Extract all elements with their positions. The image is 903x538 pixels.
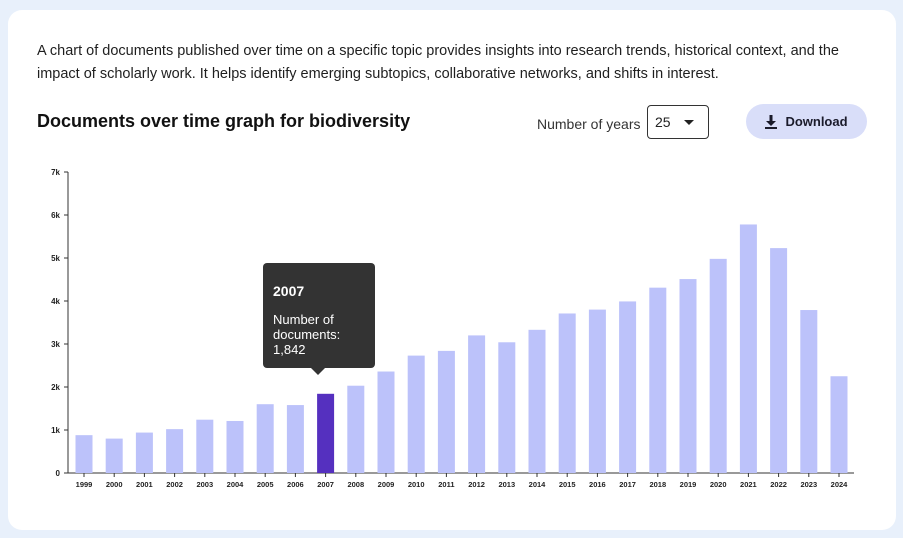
bar[interactable]: [468, 335, 486, 473]
chart-title: Documents over time graph for biodiversi…: [37, 111, 411, 131]
x-tick-label: 2007: [317, 480, 334, 489]
y-tick-label: 4k: [51, 297, 60, 306]
bar[interactable]: [649, 287, 667, 473]
x-tick-label: 2022: [770, 480, 787, 489]
years-select-value: 25: [655, 114, 671, 130]
x-tick-label: 2001: [136, 480, 153, 489]
bar[interactable]: [558, 313, 576, 473]
x-tick-label: 2002: [166, 480, 183, 489]
years-label: Number of years: [537, 116, 641, 132]
x-tick-label: 2005: [257, 480, 274, 489]
x-tick-label: 2023: [800, 480, 817, 489]
bar[interactable]: [830, 376, 848, 473]
x-tick-label: 2021: [740, 480, 757, 489]
x-tick-label: 2011: [438, 480, 454, 489]
tooltip-year: 2007: [273, 283, 305, 299]
bar[interactable]: [317, 393, 335, 473]
y-tick-label: 7k: [51, 168, 60, 177]
bar[interactable]: [166, 429, 184, 473]
x-tick-label: 1999: [76, 480, 93, 489]
x-tick-label: 2003: [196, 480, 213, 489]
tooltip-value: 1,842: [273, 342, 306, 357]
bar[interactable]: [377, 371, 395, 473]
years-select[interactable]: 25: [647, 105, 709, 139]
bar[interactable]: [226, 420, 244, 473]
y-tick-label: 5k: [51, 254, 60, 263]
x-tick-label: 2019: [680, 480, 697, 489]
bar[interactable]: [528, 329, 546, 473]
bar[interactable]: [588, 309, 606, 473]
y-tick-label: 0: [56, 469, 61, 478]
x-tick-label: 2014: [529, 480, 547, 489]
x-tick-label: 2016: [589, 480, 606, 489]
x-tick-label: 2008: [347, 480, 364, 489]
download-button[interactable]: Download: [746, 104, 867, 139]
bar[interactable]: [709, 258, 727, 473]
bar[interactable]: [679, 279, 697, 473]
x-tick-label: 2015: [559, 480, 576, 489]
caret-down-icon: [684, 120, 694, 125]
bar[interactable]: [770, 248, 788, 473]
bar[interactable]: [739, 224, 757, 473]
y-tick-label: 1k: [51, 426, 60, 435]
y-tick-label: 3k: [51, 340, 60, 349]
bar[interactable]: [800, 310, 818, 473]
bar[interactable]: [619, 301, 637, 473]
x-tick-label: 2006: [287, 480, 304, 489]
bar[interactable]: [437, 350, 455, 473]
x-tick-label: 2013: [498, 480, 515, 489]
bar[interactable]: [105, 438, 123, 473]
x-tick-label: 2012: [468, 480, 485, 489]
y-tick-label: 2k: [51, 383, 60, 392]
x-tick-label: 2017: [619, 480, 636, 489]
x-tick-label: 2000: [106, 480, 123, 489]
x-tick-label: 2010: [408, 480, 425, 489]
bar[interactable]: [196, 419, 214, 473]
download-icon: [765, 114, 778, 129]
bar[interactable]: [135, 432, 153, 473]
download-label: Download: [785, 114, 848, 129]
x-tick-label: 2004: [227, 480, 245, 489]
x-tick-label: 2009: [378, 480, 395, 489]
bar[interactable]: [256, 404, 274, 473]
chart-tooltip: 2007 Number of documents: 1,842: [263, 263, 375, 375]
bar[interactable]: [75, 435, 93, 473]
y-tick-label: 6k: [51, 211, 60, 220]
bar[interactable]: [498, 342, 516, 473]
bar[interactable]: [347, 385, 365, 473]
bar[interactable]: [286, 405, 304, 473]
x-tick-label: 2018: [649, 480, 666, 489]
intro-text: A chart of documents published over time…: [37, 43, 839, 82]
bar[interactable]: [407, 355, 425, 473]
tooltip-label: Number of documents:: [273, 312, 341, 342]
x-tick-label: 2024: [831, 480, 849, 489]
x-tick-label: 2020: [710, 480, 727, 489]
